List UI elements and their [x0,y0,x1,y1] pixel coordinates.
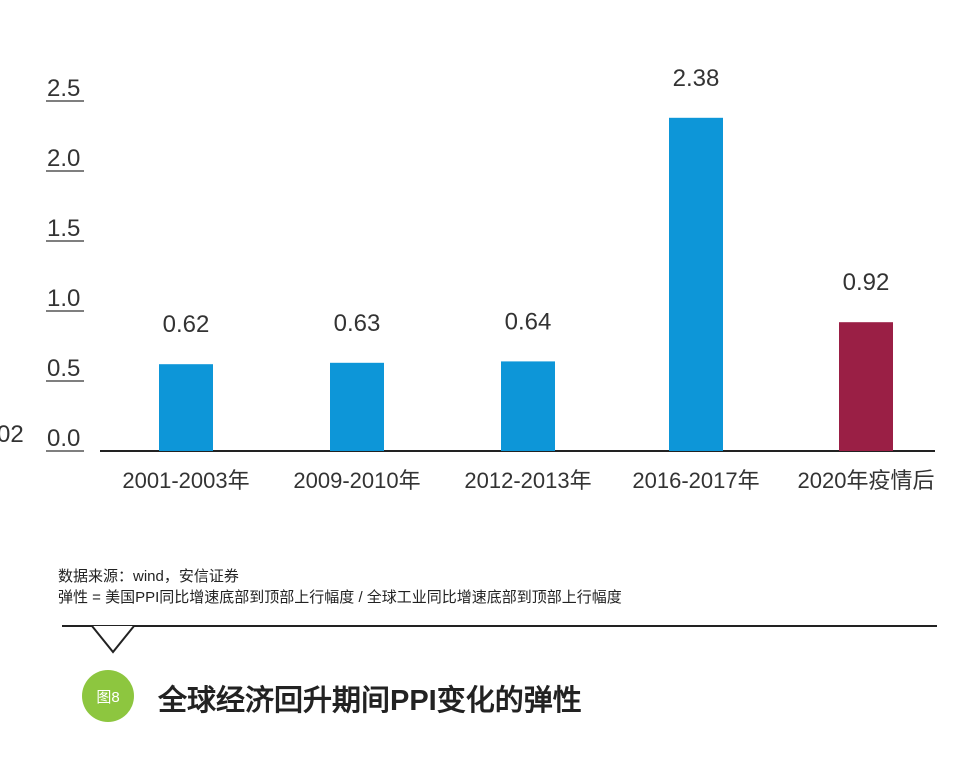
figure-caption-title: 全球经济回升期间PPI变化的弹性 [158,685,582,717]
source-note: 数据来源：wind，安信证券 [58,568,239,585]
bar [501,361,555,451]
bar-value-label: 0.62 [163,311,210,338]
bar [839,322,893,451]
category-label: 2012-2013年 [464,468,591,493]
chart-notes: 数据来源：wind，安信证券 弹性 = 美国PPI同比增速底部到顶部上行幅度 /… [58,566,622,608]
y-axis: 0.0 0.5 1.0 1.5 2.0 2.5 [46,75,84,452]
category-label: 2016-2017年 [632,468,759,493]
bar [159,364,213,451]
y-tick-label: 2.0 [47,145,80,172]
value-labels: 0.62 0.63 0.64 2.38 0.92 [163,65,890,338]
pointer-notch-icon [91,626,135,654]
bars [159,117,893,452]
y-tick-label: 2.5 [47,75,80,102]
bar-value-label: 2.38 [673,65,720,92]
bar-value-label: 0.63 [334,310,381,337]
separator-line [62,625,937,627]
y-tick-label: 1.5 [47,215,80,242]
y-tick-label: 0.5 [47,355,80,382]
bar [330,362,384,451]
category-label: 2009-2010年 [293,468,420,493]
y-tick-label: 0.0 [47,425,80,452]
definition-note: 弹性 = 美国PPI同比增速底部到顶部上行幅度 / 全球工业同比增速底部到顶部上… [58,589,622,606]
bar-value-label: 0.92 [843,269,890,296]
y-tick-label: 1.0 [47,285,80,312]
category-label: 2020年疫情后 [798,468,935,493]
bar-value-label: 0.64 [505,308,552,335]
bar-chart: 0.00.51.01.52.02.5 0.62 0.63 0.642.380.92 … [0,65,935,493]
bar [669,117,723,452]
category-labels: 2001-2003年 2009-2010年 2012-2013年 2016-2017年… [122,468,934,493]
left-edge-text: 02 [0,421,24,448]
category-label: 2001-2003年 [122,468,249,493]
figure-number: 图8 [96,688,120,706]
figure-number-badge: 图8 [82,670,134,722]
